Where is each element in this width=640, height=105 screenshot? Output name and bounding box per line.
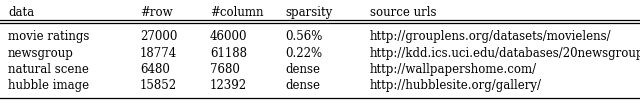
Text: 46000: 46000	[210, 30, 248, 43]
Text: #column: #column	[210, 6, 264, 19]
Text: http://hubblesite.org/gallery/: http://hubblesite.org/gallery/	[370, 79, 542, 92]
Text: movie ratings: movie ratings	[8, 30, 90, 43]
Text: natural scene: natural scene	[8, 63, 89, 76]
Text: source urls: source urls	[370, 6, 436, 19]
Text: #row: #row	[140, 6, 173, 19]
Text: dense: dense	[285, 63, 320, 76]
Text: 0.22%: 0.22%	[285, 47, 322, 60]
Text: hubble image: hubble image	[8, 79, 89, 92]
Text: 12392: 12392	[210, 79, 247, 92]
Text: http://wallpapershome.com/: http://wallpapershome.com/	[370, 63, 537, 76]
Text: http://kdd.ics.uci.edu/databases/20newsgroups/: http://kdd.ics.uci.edu/databases/20newsg…	[370, 47, 640, 60]
Text: 7680: 7680	[210, 63, 240, 76]
Text: 0.56%: 0.56%	[285, 30, 323, 43]
Text: newsgroup: newsgroup	[8, 47, 74, 60]
Text: 15852: 15852	[140, 79, 177, 92]
Text: 61188: 61188	[210, 47, 247, 60]
Text: 18774: 18774	[140, 47, 177, 60]
Text: 6480: 6480	[140, 63, 170, 76]
Text: sparsity: sparsity	[285, 6, 332, 19]
Text: http://grouplens.org/datasets/movielens/: http://grouplens.org/datasets/movielens/	[370, 30, 612, 43]
Text: data: data	[8, 6, 34, 19]
Text: dense: dense	[285, 79, 320, 92]
Text: 27000: 27000	[140, 30, 177, 43]
